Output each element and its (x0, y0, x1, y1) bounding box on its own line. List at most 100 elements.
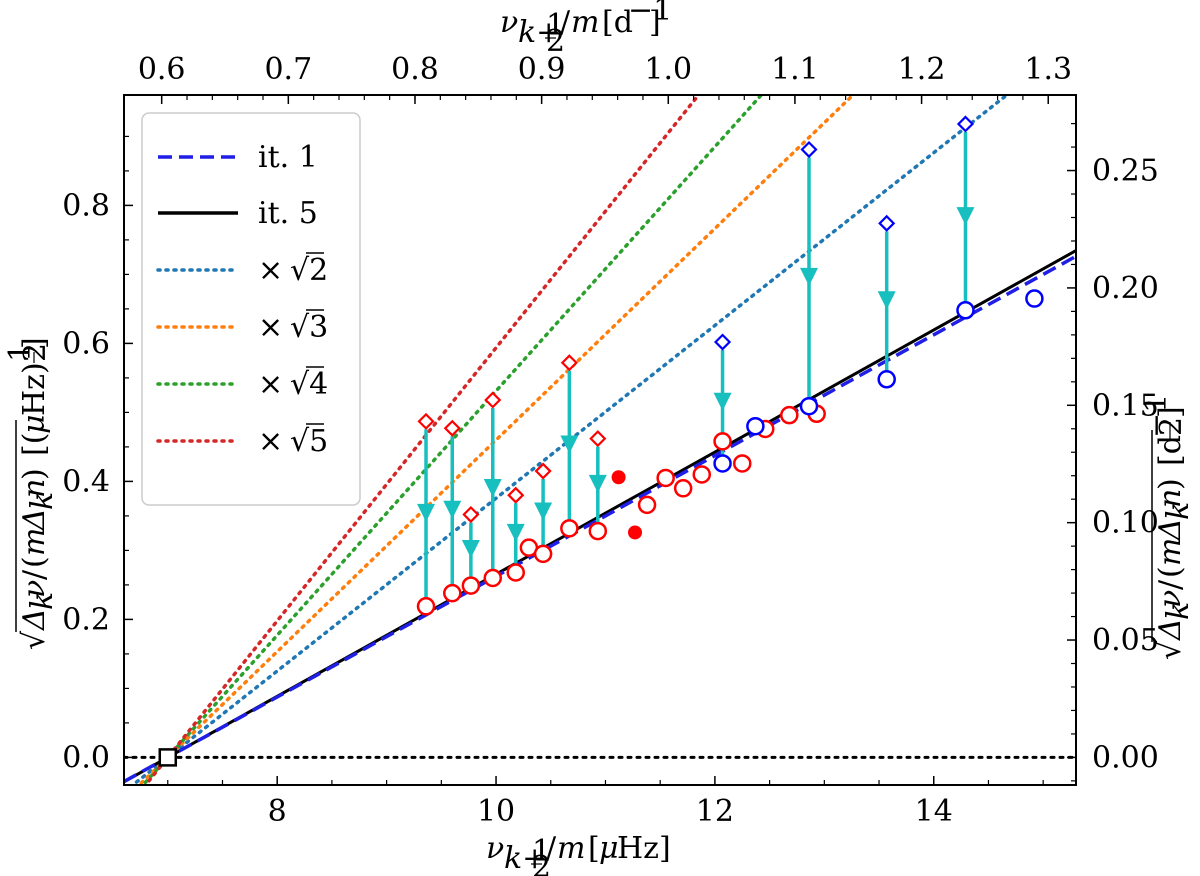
svg-text:]: ] (1153, 406, 1188, 418)
svg-text:[d: [d (602, 5, 633, 40)
red-circle-marker (733, 454, 752, 473)
svg-text:]: ] (649, 5, 661, 40)
legend-radical: √5 (290, 424, 328, 459)
x-tick-label: 8 (268, 794, 287, 829)
svg-text:[(: [( (17, 433, 52, 456)
fit-line-0 (124, 254, 1076, 784)
svg-text:Δ: Δ (17, 508, 52, 531)
svg-text:2: 2 (532, 850, 551, 876)
red-circle-marker (588, 521, 608, 541)
red-circle-marker (416, 597, 436, 616)
svg-text:(: ( (1153, 566, 1188, 578)
arrow-head (877, 291, 896, 310)
red-circle-marker (780, 405, 799, 425)
legend-label: × (258, 310, 283, 345)
svg-text:Hz]: Hz] (617, 831, 671, 866)
y-tick-label: 0.4 (62, 464, 110, 499)
svg-text:k+: k+ (518, 15, 561, 50)
svg-text:/: / (546, 831, 557, 866)
svg-text:m: m (1153, 538, 1188, 566)
blue-circle-marker (746, 416, 765, 436)
x-axis-bottom-label: ν k+ 1 2 / m [ μ Hz] (486, 831, 671, 876)
blue-diamond-marker (956, 115, 975, 133)
lines-layer (124, 95, 1076, 785)
red-circle-marker (533, 544, 553, 564)
red-circle-marker (560, 519, 579, 538)
svg-text:[d: [d (1153, 435, 1188, 466)
y-tick-label: 0.6 (62, 326, 110, 361)
legend: it. 1it. 5× √2× √3× √4× √5 (141, 112, 361, 506)
svg-text:√: √ (1153, 640, 1188, 660)
x-top-tick-label: 0.9 (518, 52, 566, 87)
red-circle-marker (692, 465, 712, 484)
legend-label: × (258, 424, 283, 459)
x-tick-label: 10 (477, 794, 515, 829)
y-right-tick-label: 0.20 (1092, 271, 1159, 306)
red-circle-marker (637, 495, 657, 515)
svg-text:m: m (571, 5, 599, 40)
svg-text:k: k (25, 592, 60, 610)
red-diamond-marker (534, 462, 552, 480)
svg-text:√: √ (17, 630, 52, 650)
svg-text:ν: ν (17, 580, 52, 598)
y-tick-label: 0.8 (62, 188, 110, 223)
svg-text:1: 1 (532, 834, 551, 869)
red-diamond-marker (484, 391, 502, 409)
y-right-tick-label: 0.10 (1092, 506, 1159, 541)
arrow-head (800, 267, 819, 286)
svg-text:/: / (17, 569, 52, 580)
legend-label: × (258, 367, 283, 402)
svg-text:k: k (1161, 502, 1196, 520)
svg-text:ν: ν (500, 5, 518, 40)
svg-text:): ) (1153, 478, 1188, 490)
red-filled-marker (628, 525, 643, 540)
svg-text:k+: k+ (504, 841, 547, 876)
svg-text:2: 2 (18, 343, 53, 362)
y-right-tick-label: 0.25 (1092, 154, 1159, 189)
red-diamond-marker (443, 419, 461, 437)
svg-text:): ) (17, 468, 52, 480)
svg-text:ν: ν (1153, 590, 1188, 608)
red-circle-marker (461, 576, 481, 595)
svg-text:ν: ν (486, 831, 504, 866)
plot-area (124, 95, 1076, 785)
legend-radical: √3 (290, 310, 328, 345)
y-right-tick-label: 0.00 (1092, 740, 1159, 775)
arrow-head (443, 500, 462, 519)
legend-box (141, 112, 361, 506)
x-top-tick-label: 0.7 (264, 52, 312, 87)
y-tick-label: 0.2 (62, 602, 110, 637)
svg-text:Δ: Δ (1153, 518, 1188, 541)
x-top-tick-label: 0.6 (138, 52, 186, 87)
x-top-tick-label: 1.3 (1024, 52, 1072, 87)
svg-text:2: 2 (546, 24, 565, 59)
blue-diamond-marker (714, 333, 732, 351)
blue-circle-marker (799, 396, 819, 416)
svg-text:Δ: Δ (17, 608, 52, 631)
x-axis-top-label: ν k+ 1 2 / m [d −1 ] (500, 0, 672, 59)
red-circle-marker (506, 563, 525, 582)
legend-label: it. 1 (258, 140, 318, 175)
svg-text:Hz): Hz) (17, 362, 52, 416)
arrow-head (956, 207, 975, 226)
y-right-tick-label: 0.15 (1092, 388, 1159, 423)
svg-text:k: k (25, 492, 60, 510)
red-circle-marker (443, 583, 462, 603)
x-tick-label: 14 (915, 794, 953, 829)
red-circle-marker (656, 468, 675, 488)
y-axis-left-label: √ Δ k ν / ( m Δ k n ) [( μ Hz) 1 2 ] (3, 337, 60, 650)
svg-text:k: k (1161, 602, 1196, 620)
y-axis-right-label: √ Δ k ν / ( m Δ k n ) [d −1 2 ] (1139, 394, 1196, 660)
legend-radical: √4 (290, 367, 328, 402)
arrows-layer (417, 131, 975, 599)
blue-diamond-marker (878, 214, 896, 232)
svg-text:1: 1 (546, 8, 565, 43)
arrow-head (417, 503, 436, 522)
red-diamond-marker (560, 354, 578, 372)
red-circle-marker (483, 568, 503, 588)
origin-square-marker (158, 748, 178, 767)
arrow-head (461, 540, 480, 559)
markers-layer (158, 115, 1044, 767)
arrow-head (534, 502, 553, 521)
svg-text:n: n (17, 479, 52, 498)
